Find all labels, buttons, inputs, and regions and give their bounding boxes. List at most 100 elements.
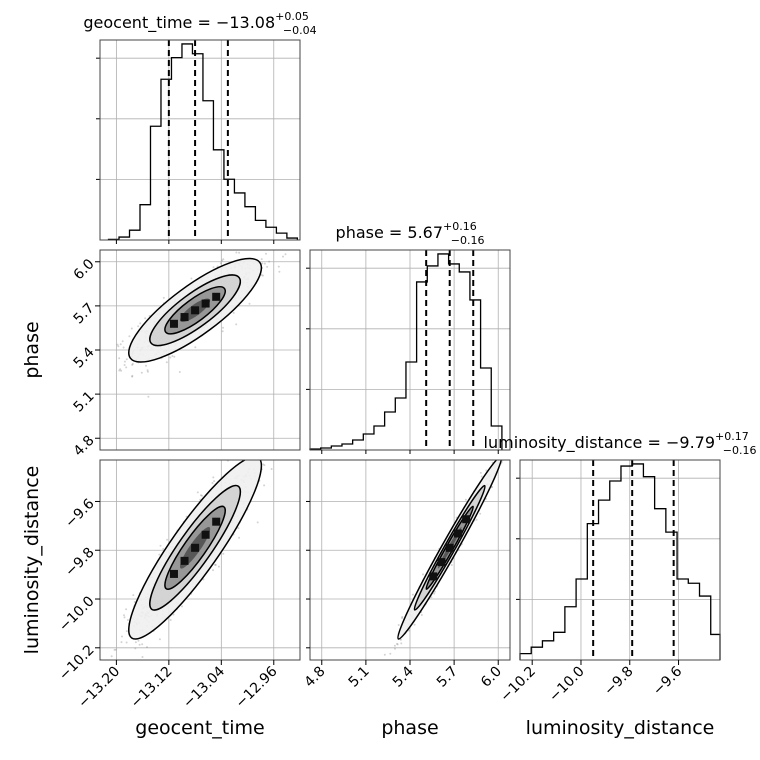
sample-point	[271, 452, 273, 454]
sample-point	[396, 642, 398, 645]
sample-point	[260, 258, 263, 261]
x-tick-label: −12.96	[233, 663, 281, 711]
sample-point	[125, 608, 128, 611]
density-cell	[201, 299, 210, 308]
sample-point	[146, 369, 149, 372]
sample-point	[238, 251, 241, 254]
sample-point	[393, 644, 396, 647]
sample-point	[270, 468, 273, 470]
sample-point	[263, 262, 266, 265]
x-tick-label: −13.20	[75, 664, 123, 712]
sample-point	[118, 369, 121, 372]
density-cell	[445, 543, 454, 552]
sample-point	[194, 346, 197, 349]
sample-point	[263, 464, 266, 467]
sample-point	[169, 619, 172, 621]
sample-point	[433, 592, 436, 595]
panel-title-phase: phase = 5.67+0.16 −0.16	[336, 220, 485, 247]
title-upper: +0.17	[715, 430, 749, 443]
sample-point	[244, 453, 246, 455]
panel-title-geocent_time: geocent_time = −13.08+0.05 −0.04	[83, 10, 316, 37]
sample-point	[291, 420, 293, 422]
sample-point	[491, 486, 493, 488]
sample-point	[485, 469, 488, 472]
sample-point	[506, 452, 508, 454]
sample-point	[201, 494, 203, 497]
sample-point	[222, 326, 224, 329]
histogram-step-phase	[309, 253, 503, 450]
sample-point	[219, 262, 222, 265]
sample-point	[516, 421, 518, 423]
sample-point	[282, 255, 284, 258]
sample-point	[202, 578, 205, 581]
x-tick-label: −9.6	[650, 663, 685, 698]
x-tick-label: −13.12	[128, 664, 176, 712]
sample-point	[137, 639, 140, 642]
title-lower: −0.16	[451, 234, 485, 247]
sample-point	[413, 623, 416, 626]
histogram-panel-luminosity_distance: luminosity_distance = −9.79+0.17 −0.16	[484, 430, 757, 661]
x-tick-label: 5.1	[346, 664, 373, 691]
sample-point	[277, 265, 280, 268]
sample-point	[159, 544, 162, 547]
panel-content	[116, 250, 287, 398]
sample-point	[430, 596, 433, 599]
sample-point	[376, 671, 378, 673]
sample-point	[261, 463, 264, 466]
sample-point	[178, 371, 181, 373]
sample-point	[520, 422, 522, 424]
scatter-panel-geocent_time-luminosity_distance	[99, 420, 301, 661]
sample-point	[408, 629, 411, 632]
sample-point	[496, 456, 498, 458]
density-cell	[169, 569, 178, 578]
x-tick-label: −9.8	[601, 664, 636, 699]
sample-point	[502, 455, 504, 457]
sample-point	[134, 641, 137, 644]
sample-point	[386, 669, 388, 671]
sample-point	[278, 270, 281, 273]
sample-point	[134, 647, 137, 650]
sample-point	[121, 340, 124, 343]
x-tick-label: 6.0	[478, 664, 505, 691]
sample-point	[123, 614, 125, 617]
density-cell	[212, 292, 221, 301]
density-cell	[169, 319, 178, 328]
x-tick-label: −10.0	[546, 664, 588, 706]
y-tick-label: 5.1	[71, 388, 98, 415]
y-tick-label: −9.6	[62, 496, 97, 531]
title-median: −9.79	[666, 433, 715, 452]
sample-point	[140, 371, 143, 374]
sample-point	[120, 641, 123, 644]
panel-content	[100, 420, 293, 660]
title-prefix: geocent_time =	[83, 13, 216, 33]
sample-point	[118, 357, 121, 360]
sample-point	[212, 266, 215, 269]
x-axis-label-geocent_time: geocent_time	[135, 717, 264, 739]
sample-point	[256, 521, 259, 524]
sample-point	[146, 370, 149, 373]
x-axis-label-phase: phase	[381, 717, 438, 739]
sample-point	[119, 343, 122, 346]
sample-point	[264, 455, 266, 457]
sample-point	[125, 641, 128, 644]
sample-point	[114, 648, 117, 651]
sample-point	[503, 457, 505, 459]
sample-point	[534, 383, 536, 385]
y-axis-label-luminosity_distance: luminosity_distance	[21, 466, 43, 655]
sample-point	[133, 601, 136, 603]
sample-point	[212, 476, 215, 479]
x-tick-label: −10.2	[497, 664, 539, 706]
x-tick-label: 5.4	[390, 663, 417, 690]
sample-point	[130, 327, 133, 330]
histogram-step-geocent_time	[107, 43, 299, 241]
sample-point	[144, 317, 147, 320]
sample-point	[394, 647, 396, 650]
sample-point	[238, 536, 241, 539]
sample-point	[199, 494, 202, 497]
sample-point	[162, 296, 165, 299]
x-axis-label-luminosity_distance: luminosity_distance	[526, 717, 715, 739]
title-prefix: phase =	[336, 223, 408, 242]
sample-point	[131, 363, 134, 366]
title-lower: −0.16	[723, 444, 757, 457]
sample-point	[126, 619, 129, 621]
